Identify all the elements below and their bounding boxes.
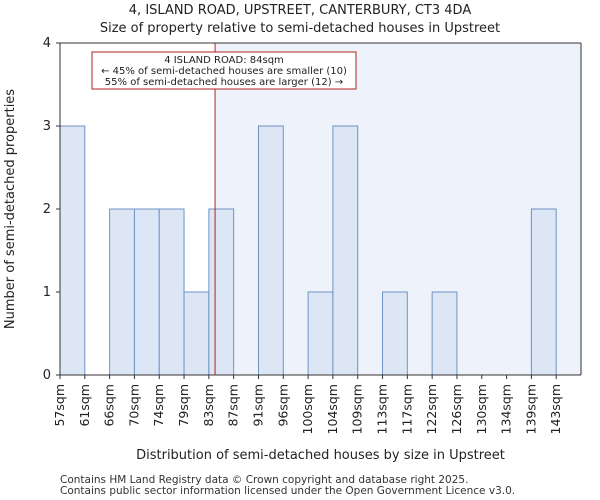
bar-91sqm: [257, 125, 284, 376]
y-tick-label-1: 1: [43, 285, 51, 300]
bar-66sqm: [109, 208, 135, 376]
x-tick-label-109sqm: 109sqm: [350, 384, 365, 434]
x-tick-label-126sqm: 126sqm: [449, 384, 464, 434]
annotation-box: [91, 51, 357, 90]
y-tick-label-4: 4: [43, 36, 51, 51]
x-tick-label-134sqm: 134sqm: [499, 384, 514, 434]
bar-83sqm: [208, 208, 235, 376]
y-axis-label: Number of semi-detached properties: [3, 89, 18, 329]
chart-subtitle: Size of property relative to semi-detach…: [99, 21, 501, 36]
x-tick-label-100sqm: 100sqm: [300, 384, 315, 434]
bar-139sqm: [530, 208, 557, 376]
bar-79sqm: [183, 291, 210, 376]
y-tick-label-3: 3: [43, 119, 51, 134]
bar-122sqm: [431, 291, 458, 376]
x-tick-label-66sqm: 66sqm: [102, 384, 117, 427]
bar-57sqm: [59, 125, 86, 376]
y-tick-label-2: 2: [43, 202, 51, 217]
x-axis-label: Distribution of semi-detached houses by …: [136, 448, 505, 463]
x-tick-label-117sqm: 117sqm: [399, 384, 414, 434]
footer-line-2: Contains public sector information licen…: [60, 485, 516, 497]
bar-100sqm: [307, 291, 334, 376]
y-tick-label-0: 0: [43, 368, 51, 383]
annotation-line-1: 4 ISLAND ROAD: 84sqm: [164, 55, 284, 66]
x-tick-label-57sqm: 57sqm: [52, 384, 67, 427]
x-tick-label-113sqm: 113sqm: [375, 384, 390, 434]
x-tick-label-74sqm: 74sqm: [151, 384, 166, 427]
x-tick-label-87sqm: 87sqm: [226, 384, 241, 427]
x-tick-label-130sqm: 130sqm: [474, 384, 489, 434]
x-tick-label-61sqm: 61sqm: [77, 384, 92, 427]
footer-line-1: Contains HM Land Registry data © Crown c…: [60, 474, 469, 486]
x-tick-label-79sqm: 79sqm: [176, 384, 191, 427]
annotation-line-2: ← 45% of semi-detached houses are smalle…: [101, 66, 347, 77]
x-tick-label-139sqm: 139sqm: [523, 384, 538, 434]
x-tick-label-96sqm: 96sqm: [275, 384, 290, 427]
bar-74sqm: [158, 208, 185, 376]
x-tick-label-104sqm: 104sqm: [325, 384, 340, 434]
x-tick-label-91sqm: 91sqm: [250, 384, 265, 427]
chart-title: 4, ISLAND ROAD, UPSTREET, CANTERBURY, CT…: [128, 3, 472, 18]
bar-113sqm: [382, 291, 408, 376]
bar-70sqm: [133, 208, 160, 376]
x-tick-label-143sqm: 143sqm: [548, 384, 563, 434]
bar-104sqm: [332, 125, 359, 376]
x-tick-label-70sqm: 70sqm: [126, 384, 141, 427]
x-tick-label-122sqm: 122sqm: [424, 384, 439, 434]
x-tick-label-83sqm: 83sqm: [201, 384, 216, 427]
annotation-line-3: 55% of semi-detached houses are larger (…: [105, 77, 343, 88]
